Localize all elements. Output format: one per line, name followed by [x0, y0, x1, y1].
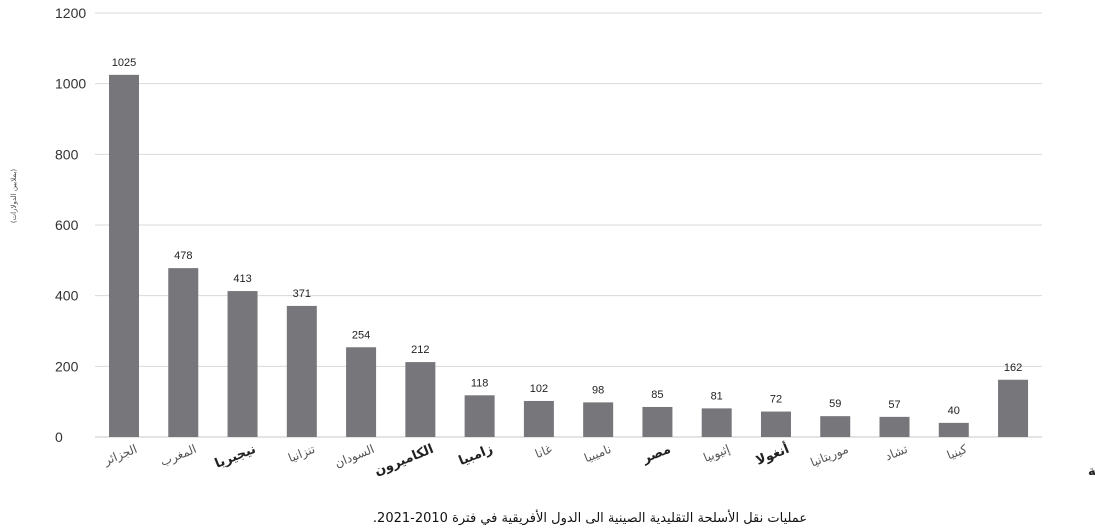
bar	[879, 416, 910, 437]
x-tick-label: السودان	[333, 442, 377, 471]
y-axis-label: (بملايين الدولارات)	[10, 169, 18, 224]
x-tick-label: المغرب	[158, 442, 199, 470]
data-label: 478	[174, 250, 192, 262]
x-tick-label: زامبيا	[457, 442, 496, 469]
x-tick-label: تشاد	[883, 442, 910, 464]
data-label: 162	[1004, 362, 1022, 374]
x-tick-label: ناميبيا	[582, 442, 613, 465]
x-tick-label: الكاميرون	[372, 442, 435, 479]
bar	[701, 408, 732, 437]
y-tick-label: 1000	[55, 76, 86, 92]
bar	[760, 411, 791, 437]
bar	[286, 305, 317, 437]
bar	[583, 402, 614, 437]
x-tick-label: أنغولا	[753, 440, 791, 469]
bar	[346, 347, 377, 437]
data-label: 1025	[112, 57, 136, 69]
bar	[168, 268, 199, 437]
bar	[998, 379, 1029, 437]
x-tick-label: مصر	[640, 442, 673, 467]
bar	[405, 362, 436, 437]
x-tick-label: الجزائر	[101, 442, 140, 469]
y-tick-label: 1200	[55, 5, 86, 21]
data-label: 40	[948, 405, 960, 417]
y-tick-label: 400	[55, 288, 79, 304]
bar	[938, 422, 969, 437]
bar	[820, 416, 851, 437]
x-tick-label: غانا	[533, 442, 554, 461]
chart-caption: عمليات نقل الأسلحة التقليدية الصينية الى…	[373, 509, 807, 526]
data-label: 371	[293, 288, 311, 300]
x-tick-label: موريتانيا	[808, 442, 850, 471]
data-label: 118	[471, 377, 489, 389]
y-tick-label: 800	[55, 146, 79, 162]
bar	[642, 406, 673, 437]
y-tick-label: 600	[55, 217, 79, 233]
bars	[109, 74, 1029, 437]
x-tick-label: بقية الدول الأفريقية	[1088, 462, 1095, 479]
y-axis-ticks: 0 200 400 600 800 1000 1200	[55, 5, 86, 445]
data-label: 212	[411, 344, 429, 356]
y-tick-label: 200	[55, 358, 79, 374]
bar	[109, 74, 139, 437]
bar	[227, 291, 258, 437]
x-tick-label: تنزانيا	[286, 442, 317, 466]
x-tick-label: إثيوبيا	[701, 442, 732, 466]
data-label: 98	[592, 384, 604, 396]
x-tick-label: كينيا	[945, 442, 969, 463]
data-label: 413	[233, 273, 251, 285]
data-label: 102	[530, 383, 548, 395]
data-label: 85	[651, 389, 663, 401]
data-label: 72	[770, 394, 782, 406]
bar	[523, 400, 554, 437]
data-label: 254	[352, 329, 370, 341]
bar	[464, 395, 495, 437]
data-labels: 1025 478 413 371 254 212 118 102 98 85 81 72 59 57 40 1…	[112, 57, 1022, 417]
y-tick-label: 0	[55, 429, 63, 445]
data-label: 57	[888, 399, 900, 411]
x-tick-label: نيجيريا	[213, 442, 258, 472]
data-label: 81	[711, 390, 723, 402]
x-axis-labels: الجزائر المغرب نيجيريا تنزانيا السودانالكامي…	[101, 440, 1095, 479]
data-label: 59	[829, 398, 841, 410]
